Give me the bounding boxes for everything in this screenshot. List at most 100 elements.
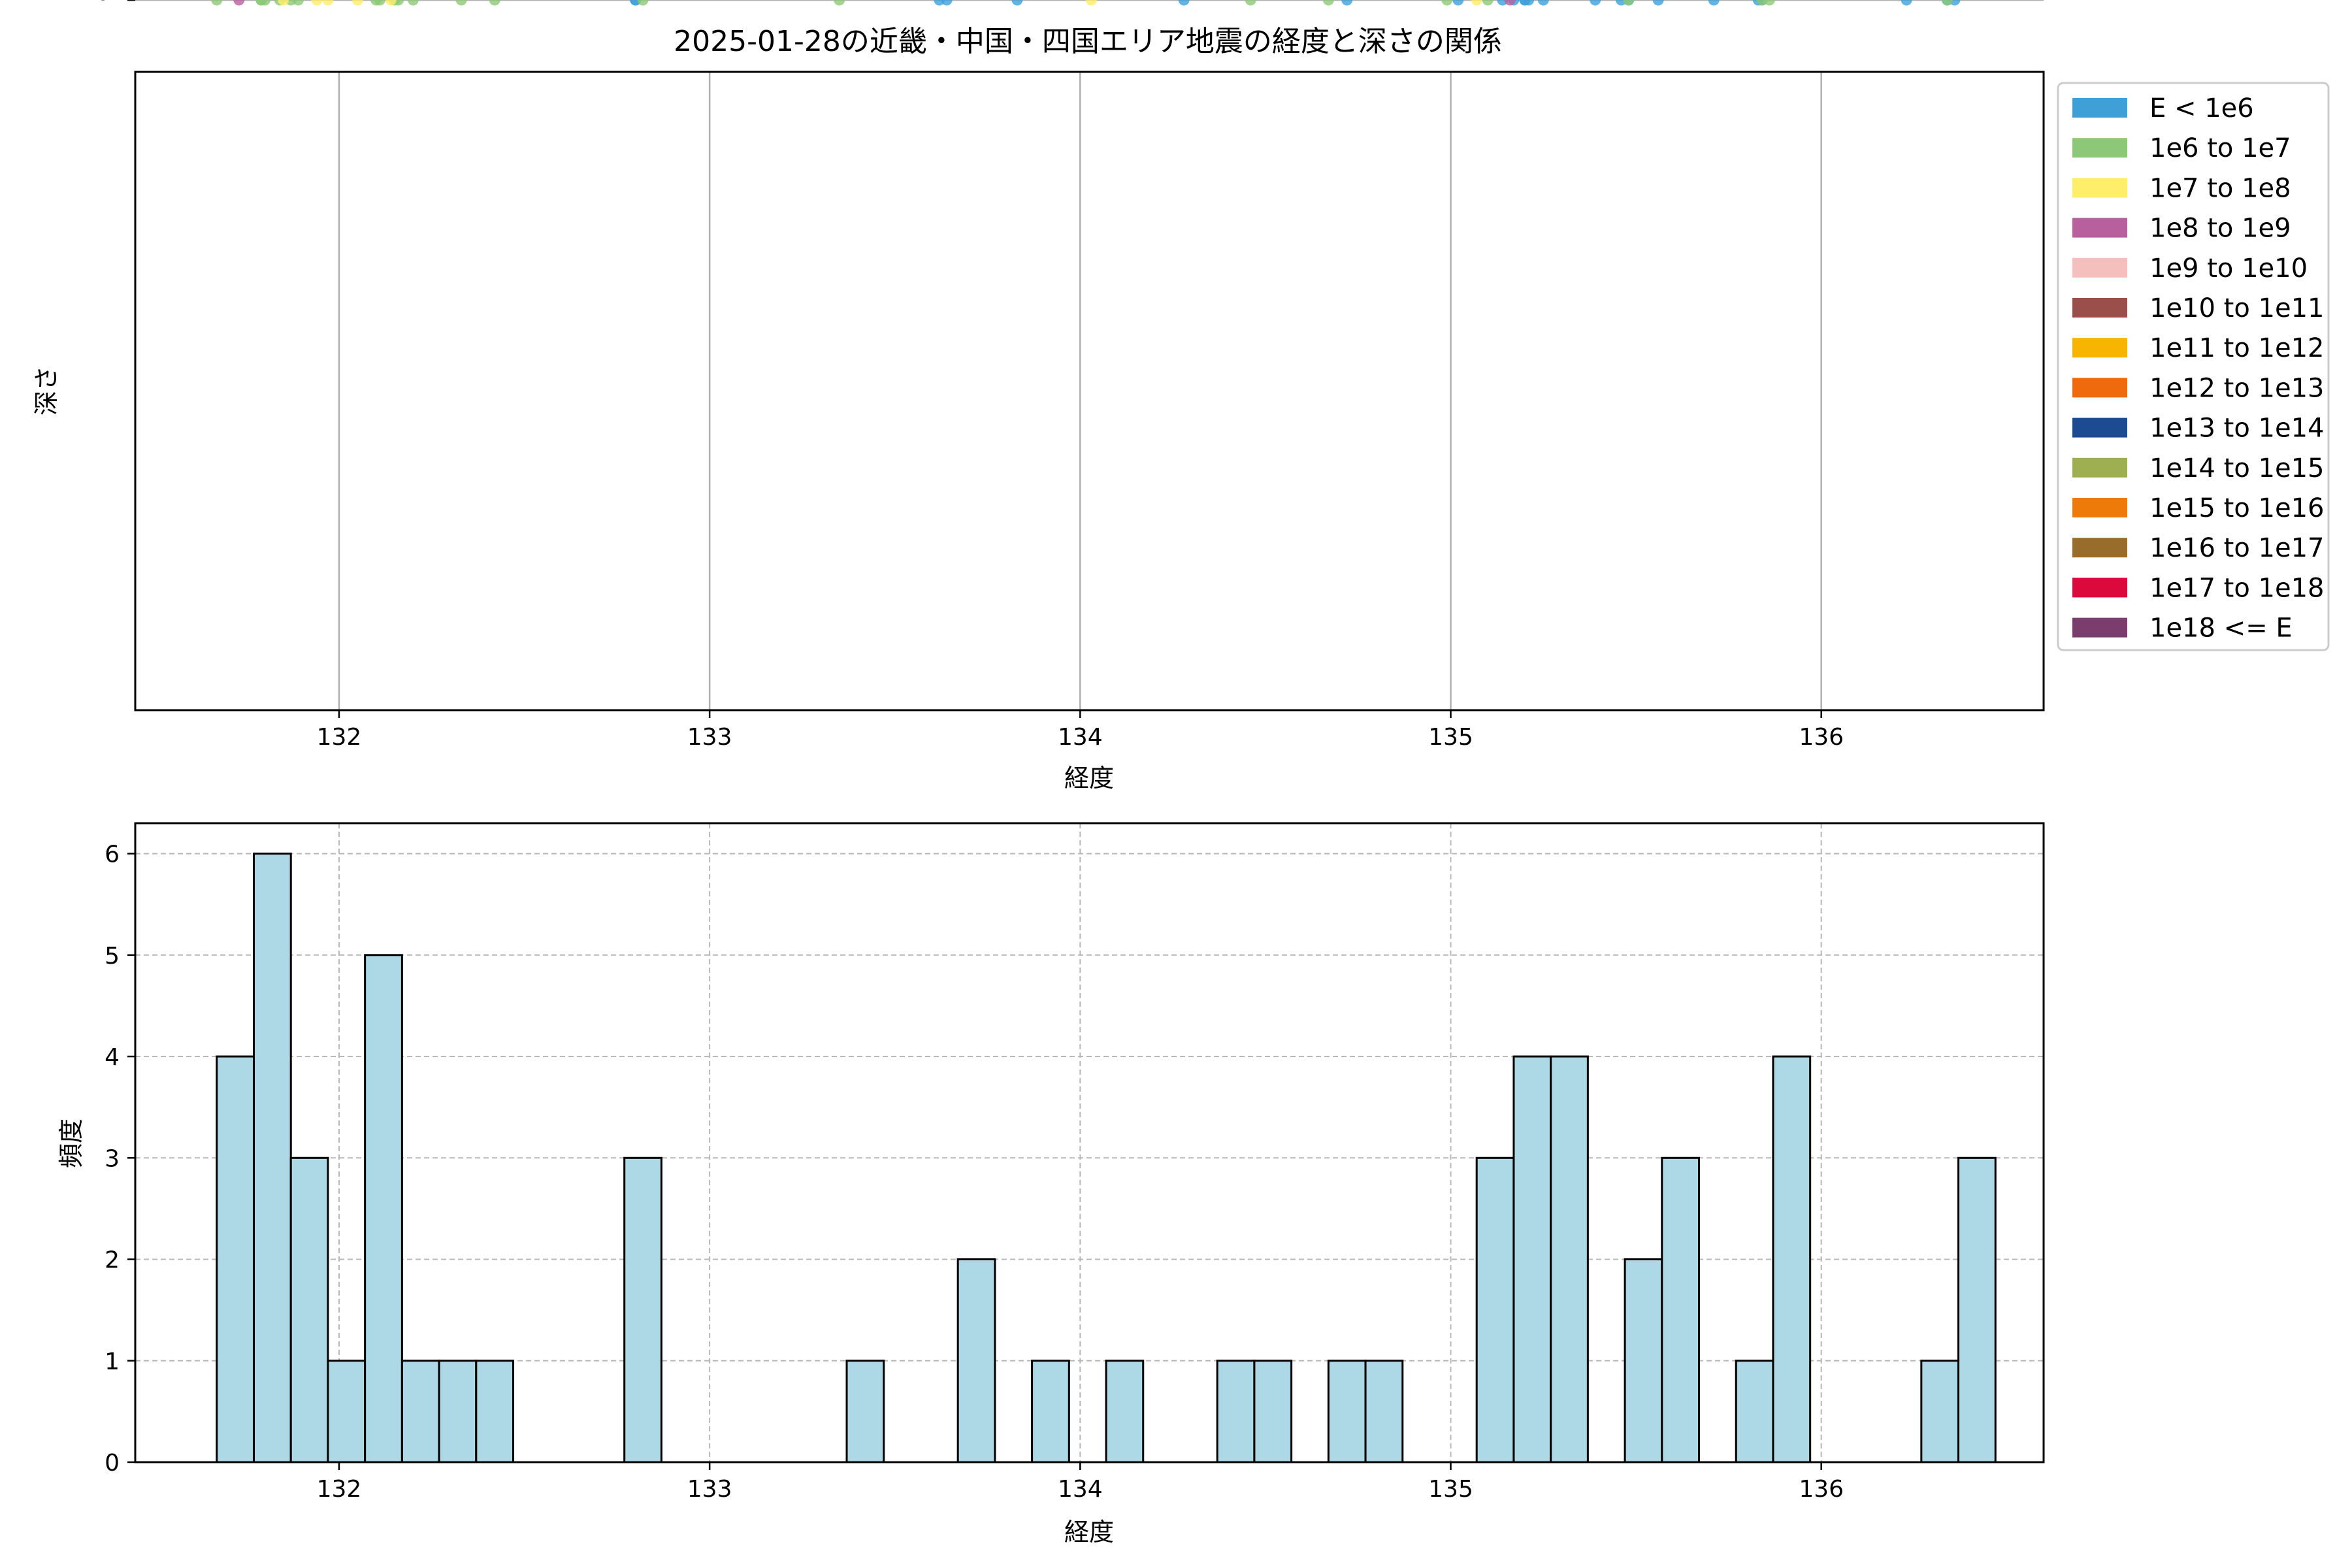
histogram-bars [216,853,1997,1463]
legend-swatch [2072,218,2127,238]
legend-entry-label: 1e13 to 1e14 [2149,414,2325,444]
legend-swatch [2072,417,2127,438]
scatter-point [489,0,500,6]
scatter-point [311,0,323,6]
legend-swatch [2072,298,2127,318]
legend: E < 1e6 1e6 to 1e7 1e7 to 1e8 1e8 to 1e9 1e9… [2057,82,2330,651]
legend-entry-label: 1e12 to 1e13 [2149,373,2325,403]
scatter-point [1708,0,1720,6]
histogram-bar [1216,1360,1256,1463]
histogram-y-tick-label: 2 [105,1247,120,1274]
histogram-x-tick-label: 135 [1428,1476,1473,1503]
scatter-y-ticks: 100101 [80,0,135,6]
scatter-point [322,0,334,6]
scatter-x-tick-label: 132 [317,724,362,751]
scatter-point [1441,0,1453,6]
scatter-point [1523,0,1535,6]
scatter-point [1504,0,1516,6]
scatter-x-ticks: 132 133 134 135 136 [317,710,1844,751]
histogram-bar [216,1055,255,1463]
scatter-point [278,0,289,6]
histogram-bar [1475,1156,1515,1463]
scatter-point [1085,0,1097,6]
histogram-x-tick-label: 134 [1058,1476,1103,1503]
scatter-point [1322,0,1334,6]
legend-entry-label: E < 1e6 [2149,93,2254,123]
scatter-point [1471,0,1482,6]
histogram-bar [1920,1360,1960,1463]
scatter-point [1341,0,1353,6]
histogram-bar [845,1360,885,1463]
scatter-point [374,0,385,6]
histogram-x-ticks: 132 133 134 135 136 [317,1462,1844,1503]
scatter-point [351,0,363,6]
legend-entry-label: 1e18 <= E [2149,613,2293,644]
histogram-x-tick-label: 136 [1799,1476,1844,1503]
histogram-y-tick-label: 3 [105,1145,120,1172]
histogram-bar [1327,1360,1367,1463]
histogram-bar [364,954,403,1463]
legend-swatch [2072,617,2127,638]
scatter-point [1901,0,1912,6]
scatter-x-tick-label: 134 [1058,724,1103,751]
histogram-bar [1253,1360,1293,1463]
scatter-y-tick-label: 101 [80,0,121,6]
legend-frame [2057,82,2330,651]
histogram-y-ticks: 0 1 2 3 4 5 6 [105,841,135,1477]
scatter-point [834,0,845,6]
histogram-bar [956,1258,996,1463]
scatter-gridlines [135,0,2044,710]
scatter-point [1011,0,1023,6]
scatter-point [1178,0,1190,6]
scatter-point [1942,0,1953,6]
histogram-y-tick-label: 4 [105,1044,120,1071]
scatter-point [1482,0,1494,6]
scatter-point [1537,0,1549,6]
scatter-point [259,0,271,6]
scatter-point [407,0,419,6]
legend-swatch [2072,457,2127,478]
legend-entry-label: 1e9 to 1e10 [2149,253,2308,284]
scatter-plot-frame [134,71,2045,711]
scatter-point [293,0,304,6]
histogram-bar [1031,1360,1070,1463]
histogram-bar [252,853,292,1463]
histogram-bar [327,1360,367,1463]
legend-swatch [2072,178,2127,198]
scatter-point [1763,0,1775,6]
scatter-x-axis-label: 経度 [1064,764,1114,792]
scatter-x-tick-label: 136 [1799,724,1844,751]
histogram-x-tick-label: 132 [317,1476,362,1503]
histogram-bar [1661,1156,1701,1463]
scatter-point [211,0,223,6]
histogram-bar [1624,1258,1663,1463]
scatter-point [941,0,953,6]
scatter-y-axis-label: 深さ [32,366,61,416]
legend-entry-label: 1e11 to 1e12 [2149,333,2325,363]
histogram-bar [623,1156,662,1463]
legend-swatch [2072,498,2127,517]
histogram-bar [400,1360,440,1463]
legend-swatch [2072,578,2127,598]
histogram: 132 133 134 135 136 0 1 2 3 4 5 6 経度 頻度 [57,822,2045,1546]
legend-entry-label: 1e17 to 1e18 [2149,573,2325,603]
legend-entry-label: 1e15 to 1e16 [2149,493,2325,523]
legend-entry-label: 1e14 to 1e15 [2149,453,2325,483]
histogram-bar [475,1360,515,1463]
scatter-point [1245,0,1256,6]
legend-swatch [2072,98,2127,118]
histogram-frame [134,822,2045,1463]
scatter-point [1590,0,1601,6]
scatter-points [211,0,1961,6]
scatter-plot: 132 133 134 135 136 100101 経度 深さ [32,0,2045,792]
legend-entry-label: 1e6 to 1e7 [2149,133,2291,163]
histogram-bar [1105,1360,1145,1463]
scatter-point [637,0,649,6]
legend-swatch [2072,538,2127,558]
histogram-x-axis-label: 経度 [1064,1518,1114,1546]
legend-entry-label: 1e7 to 1e8 [2149,173,2291,203]
histogram-bar [289,1156,329,1463]
histogram-bar [1550,1055,1589,1463]
legend-entry-label: 1e10 to 1e11 [2149,293,2325,323]
